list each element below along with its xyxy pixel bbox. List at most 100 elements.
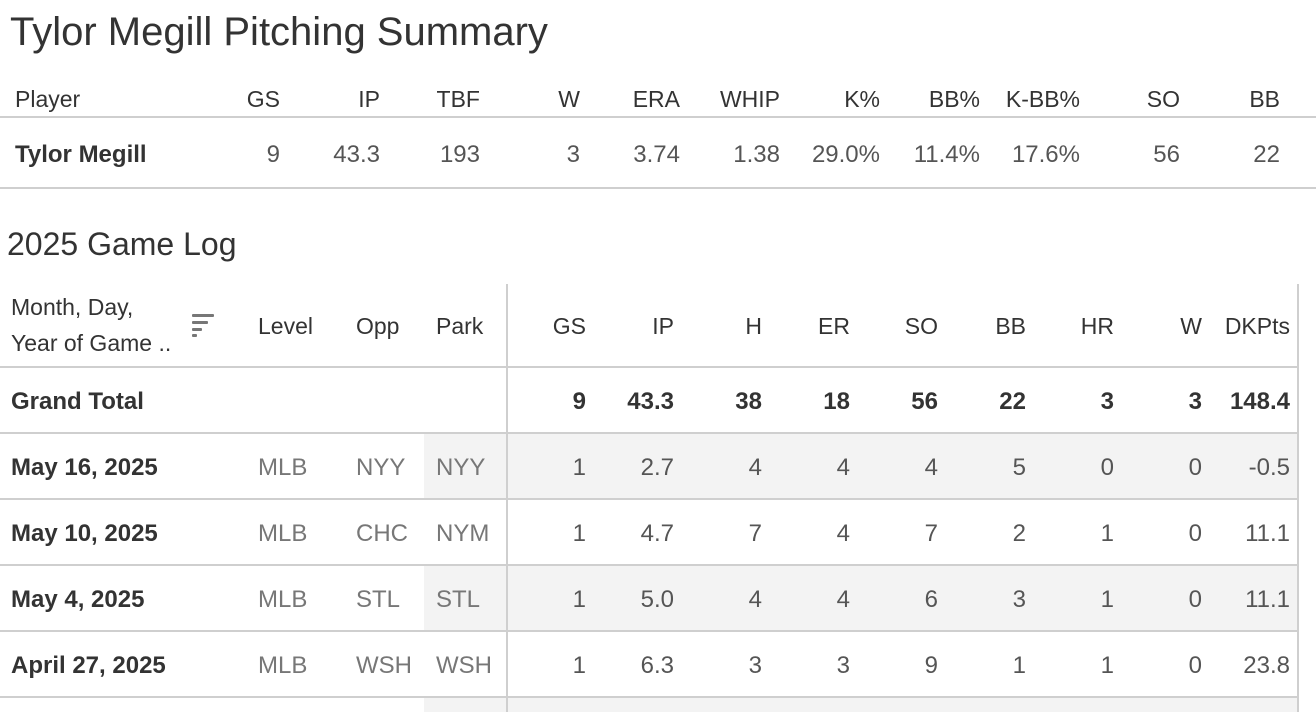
row-opp: NYY [356,454,406,481]
row-park: WSH [436,652,492,679]
row-park: NYM [436,520,490,547]
summary-era: 3.74 [633,141,680,168]
row-date[interactable]: April 27, 2025 [11,652,166,679]
game-log-title: 2025 Game Log [7,226,237,262]
header-park[interactable]: Park [436,313,484,339]
row-shade [508,434,1298,498]
row-hr: 1 [1100,586,1114,613]
row-gs: 1 [572,454,586,481]
row-hr: 1 [1100,520,1114,547]
row-bb: 3 [1012,586,1026,613]
summary-header-era[interactable]: ERA [632,86,680,112]
summary-header-k-pct[interactable]: K% [844,86,880,112]
summary-so: 56 [1153,141,1180,168]
row-er: 4 [836,520,850,547]
total-dkpts: 148.4 [1229,388,1290,415]
row-hr: 1 [1100,652,1114,679]
header-w[interactable]: W [1180,313,1202,339]
header-h[interactable]: H [745,313,762,339]
row-gs: 1 [572,586,586,613]
summary-tbf: 193 [439,141,480,168]
row-w: 0 [1188,454,1202,481]
summary-gs: 9 [266,141,280,168]
row-level: MLB [258,586,308,613]
summary-header-so[interactable]: SO [1146,86,1180,112]
row-er: 4 [836,586,850,613]
summary-header-whip[interactable]: WHIP [719,86,780,112]
summary-header-divider [0,116,1316,118]
row-gs: 1 [572,652,586,679]
header-date-line1[interactable]: Month, Day, [11,294,134,320]
summary-header-w[interactable]: W [558,86,580,112]
page-title: Tylor Megill Pitching Summary [10,10,548,54]
summary-header-bb-pct[interactable]: BB% [928,86,980,112]
row-shade [508,566,1298,630]
row-date[interactable]: May 4, 2025 [11,586,145,613]
header-gs[interactable]: GS [552,313,586,339]
row-opp: STL [356,586,401,613]
table-right-border [1297,284,1299,712]
row-divider [0,564,1298,566]
park-cell-shade [424,698,506,712]
summary-header-tbf[interactable]: TBF [436,86,480,112]
row-level: MLB [258,652,308,679]
row-so: 6 [924,586,938,613]
summary-header-gs[interactable]: GS [246,86,280,112]
grand-total-label: Grand Total [11,388,144,415]
row-ip: 4.7 [640,520,674,547]
park-cell-shade [424,434,506,498]
row-opp: WSH [356,652,412,679]
row-so: 9 [924,652,938,679]
row-dkpts: 11.1 [1245,520,1290,547]
total-hr: 3 [1100,388,1114,415]
header-date-line2[interactable]: Year of Game .. [11,330,172,356]
row-divider [0,630,1298,632]
row-dkpts: 23.8 [1243,652,1290,679]
row-divider [0,696,1298,698]
header-ip[interactable]: IP [652,313,674,339]
header-er[interactable]: ER [818,313,850,339]
row-w: 0 [1188,520,1202,547]
row-so: 7 [924,520,938,547]
row-date[interactable]: May 16, 2025 [11,454,158,481]
summary-k-pct: 29.0% [811,141,880,168]
sort-icon[interactable] [192,312,216,337]
summary-header-player[interactable]: Player [15,86,81,112]
row-ip: 6.3 [640,652,674,679]
header-hr[interactable]: HR [1080,313,1114,339]
row-er: 3 [836,652,850,679]
row-shade [508,698,1298,712]
summary-header-ip[interactable]: IP [358,86,380,112]
total-er: 18 [823,388,850,415]
row-h: 7 [748,520,762,547]
row-w: 0 [1188,586,1202,613]
header-dkpts[interactable]: DKPts [1224,313,1290,339]
row-opp: CHC [356,520,408,547]
summary-header-bb[interactable]: BB [1249,86,1280,112]
row-dkpts: -0.5 [1248,454,1290,481]
header-so[interactable]: SO [904,313,938,339]
summary-whip: 1.38 [733,141,780,168]
row-h: 4 [748,586,762,613]
summary-ip: 43.3 [333,141,380,168]
row-bb: 1 [1012,652,1026,679]
summary-header-k-bb-pct[interactable]: K-BB% [1005,86,1080,112]
total-bb: 22 [999,388,1026,415]
row-gs: 1 [572,520,586,547]
total-h: 38 [735,388,762,415]
row-h: 3 [748,652,762,679]
header-divider [0,366,1298,368]
row-ip: 5.0 [640,586,674,613]
header-level[interactable]: Level [258,313,313,339]
summary-bottom-divider [0,187,1316,189]
row-date[interactable]: May 10, 2025 [11,520,158,547]
header-opp[interactable]: Opp [356,313,400,339]
row-park: NYY [436,454,486,481]
total-ip: 43.3 [627,388,674,415]
row-so: 4 [924,454,938,481]
summary-w: 3 [566,141,580,168]
summary-player-name: Tylor Megill [15,141,147,168]
header-bb[interactable]: BB [995,313,1026,339]
total-so: 56 [911,388,938,415]
row-h: 4 [748,454,762,481]
